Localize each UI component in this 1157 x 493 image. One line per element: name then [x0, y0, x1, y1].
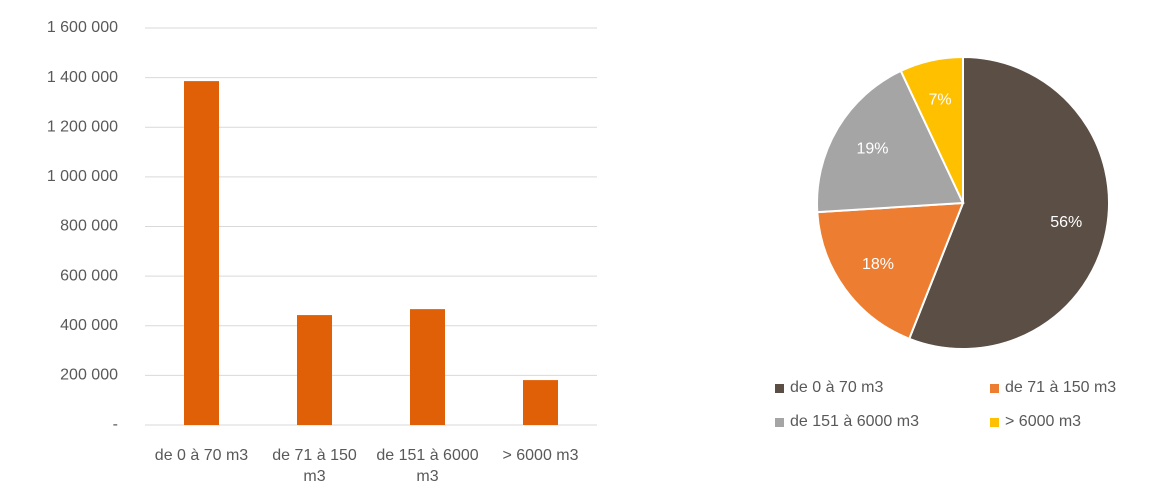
y-tick-label: 1 000 000: [47, 168, 118, 185]
legend-label: de 151 à 6000 m3: [790, 413, 919, 430]
x-tick-label: de 0 à 70 m3: [154, 447, 249, 464]
legend-swatch: [775, 383, 784, 393]
legend-label: de 71 à 150 m3: [1005, 379, 1117, 396]
legend-swatch: [990, 417, 999, 427]
y-tick-label: 400 000: [60, 317, 118, 334]
y-tick-label: 800 000: [60, 218, 118, 235]
x-tick-label: de 151 à 6000 m3: [376, 447, 479, 485]
y-tick-label: 1 200 000: [47, 118, 118, 135]
data-label: 18%: [862, 256, 894, 273]
data-label: 56%: [1050, 214, 1082, 231]
x-tick-label: de 71 à 150 m3: [272, 447, 357, 485]
y-tick-label: 600 000: [60, 267, 118, 284]
legend-entry: de 151 à 6000 m3: [775, 413, 919, 431]
bar: [410, 309, 445, 425]
pie-slice: [816, 69, 965, 214]
legend-swatch: [990, 383, 999, 393]
data-label: 7%: [929, 92, 952, 109]
pie-slice: [816, 201, 965, 341]
data-label: 19%: [857, 141, 889, 158]
bar: [184, 81, 219, 425]
legend-entry: de 0 à 70 m3: [775, 379, 883, 397]
y-tick-label: 1 400 000: [47, 69, 118, 86]
y-tick-label: -: [113, 416, 118, 433]
pie-slice: [907, 55, 1110, 350]
legend-label: de 0 à 70 m3: [790, 379, 884, 396]
y-tick-label: 200 000: [60, 367, 118, 384]
legend-entry: > 6000 m3: [990, 413, 1081, 431]
legend-swatch: [775, 417, 784, 427]
y-tick-label: 1 600 000: [47, 19, 118, 36]
pie-slice: [899, 55, 964, 204]
x-tick-label: > 6000 m3: [502, 447, 579, 464]
legend-label: > 6000 m3: [1005, 413, 1082, 430]
bar: [523, 380, 558, 425]
legend-entry: de 71 à 150 m3: [990, 379, 1116, 397]
bar: [297, 315, 332, 425]
